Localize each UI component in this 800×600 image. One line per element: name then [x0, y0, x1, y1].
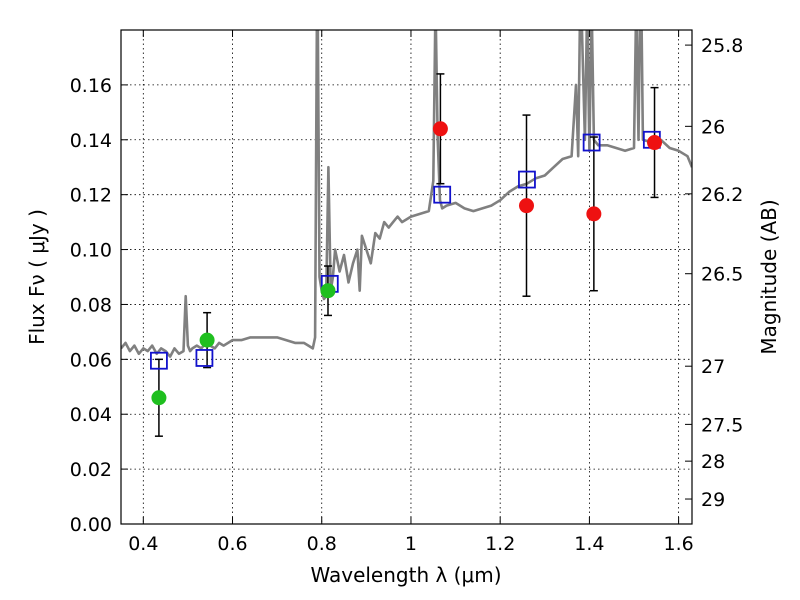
y-tick-label: 0.16	[70, 75, 112, 97]
right-axis-label: Magnitude (AB)	[757, 199, 781, 354]
y-tick-label: 0.00	[70, 514, 112, 536]
model-photometry-square	[518, 170, 536, 189]
x-tick-label: 1	[405, 533, 417, 555]
y-tick-label: 0.10	[70, 240, 112, 262]
right-tick-label: 25.8	[701, 35, 743, 57]
model-spectrum-line	[121, 30, 692, 358]
right-tick-label: 26	[701, 116, 725, 138]
x-tick-label: 1.2	[485, 533, 515, 555]
y-axis-label: Flux Fν ( μJy )	[25, 209, 49, 345]
y-tick-label: 0.08	[70, 294, 112, 316]
observed-nir-point	[432, 121, 448, 137]
model-photometry-square	[582, 133, 601, 152]
observed-nir-point	[586, 206, 602, 222]
model-photometry-square	[433, 185, 452, 204]
model-photometry-square	[195, 349, 214, 367]
x-tick-label: 0.8	[307, 533, 337, 555]
y-tick-label: 0.12	[70, 185, 112, 207]
right-tick-label: 26.2	[701, 184, 743, 206]
right-tick-label: 26.5	[701, 264, 743, 286]
x-tick-label: 1.6	[664, 533, 694, 555]
y-tick-label: 0.14	[70, 130, 112, 152]
observed-nir-point	[647, 135, 663, 151]
right-tick-label: 27	[701, 356, 725, 378]
model-photometry-square	[150, 351, 168, 370]
axis-ticks: 0.4 0.6 0.8 1 1.2 1.4 1.6 0.00 0.02 0.04 0.06 0.08 0…	[70, 30, 743, 555]
x-tick-label: 0.6	[217, 533, 247, 555]
y-tick-label: 0.06	[70, 349, 112, 371]
observed-optical-point	[199, 332, 215, 348]
grid-lines	[121, 30, 692, 525]
y-tick-label: 0.02	[70, 459, 112, 481]
x-tick-label: 0.4	[128, 533, 158, 555]
right-tick-label: 27.5	[701, 414, 743, 436]
observed-nir-point	[518, 198, 534, 214]
plot-area	[121, 30, 692, 437]
observed-optical-point	[320, 283, 336, 299]
right-tick-label: 28	[701, 451, 725, 473]
x-tick-label: 1.4	[574, 533, 604, 555]
x-axis-label: Wavelength λ (μm)	[310, 563, 501, 587]
plot-frame	[120, 29, 693, 525]
right-tick-label: 29	[701, 489, 725, 511]
y-tick-label: 0.04	[70, 404, 112, 426]
observed-optical-point	[151, 390, 167, 406]
